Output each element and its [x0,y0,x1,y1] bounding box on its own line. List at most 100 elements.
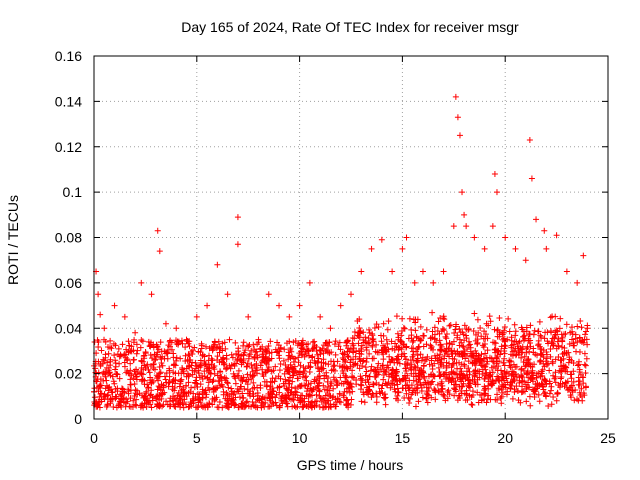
data-point [535,369,542,376]
data-point [282,362,289,369]
data-point [439,386,446,393]
data-point [185,379,192,386]
data-point [269,385,276,392]
data-point [451,347,458,354]
data-point [98,390,105,397]
data-point [527,322,534,329]
data-point [249,368,256,375]
data-point [95,291,102,298]
data-point [117,398,124,405]
data-point [384,326,391,333]
data-point [327,325,334,332]
data-point [297,362,304,369]
data-point [512,328,519,335]
data-point [458,387,465,394]
data-point [378,338,385,345]
data-point [311,342,318,349]
data-point [244,398,251,405]
data-point [523,362,530,369]
data-point [393,369,400,376]
data-point [150,344,157,351]
data-point [464,346,471,353]
data-point [474,336,481,343]
data-point [205,361,212,368]
data-point [243,363,250,370]
data-point [410,337,417,344]
data-point [480,355,487,362]
data-point [369,342,376,349]
data-point [281,397,288,404]
data-point [154,373,161,380]
data-point [325,383,332,390]
data-point [154,349,161,356]
data-point [145,366,152,373]
data-point [267,338,274,345]
data-point [152,356,159,363]
data-point [198,362,205,369]
data-point [469,401,476,408]
data-point [144,381,151,388]
data-point [173,325,180,332]
data-point [553,327,560,334]
data-point [247,372,254,379]
data-point [382,394,389,401]
data-point [150,361,157,368]
data-point [410,348,417,355]
data-point [438,380,445,387]
data-point [379,382,386,389]
data-point [322,348,329,355]
data-point [209,357,216,364]
data-point [331,376,338,383]
data-point [143,388,150,395]
data-point [447,321,454,328]
data-point [392,340,399,347]
data-point [483,399,490,406]
data-point [518,373,525,380]
data-point [118,395,125,402]
data-point [214,261,221,268]
data-point [345,400,352,407]
data-point [268,355,275,362]
data-point [522,381,529,388]
data-point [318,398,325,405]
data-point [242,402,249,409]
data-point [521,353,528,360]
data-point [196,391,203,398]
data-point [401,350,408,357]
data-point [543,361,550,368]
data-point [224,291,231,298]
data-point [512,245,519,252]
data-point [234,214,241,221]
data-point [107,344,114,351]
data-point [285,364,292,371]
data-point [504,388,511,395]
data-point [130,375,137,382]
data-point [570,360,577,367]
data-point [113,370,120,377]
data-point [558,373,565,380]
data-point [348,291,354,298]
data-point [424,399,431,406]
data-point [566,356,573,363]
data-point [459,343,466,350]
data-point [370,355,377,362]
data-point [365,379,372,386]
data-point [115,345,122,352]
data-point [367,367,374,374]
data-point [474,389,481,396]
data-point [248,347,255,354]
data-point [582,384,589,391]
data-point [343,388,350,395]
data-point [362,372,369,379]
data-point [168,339,175,346]
data-point [277,345,284,352]
data-point [223,366,230,373]
data-point [286,380,293,387]
data-point [451,330,458,337]
data-point [178,337,185,344]
y-axis-ticks: 0 0.02 0.04 0.06 0.08 0.1 0.12 0.14 0.16 [55,48,608,427]
data-point [102,351,109,358]
data-point [412,327,419,334]
data-point [170,362,177,369]
data-point [245,403,252,410]
